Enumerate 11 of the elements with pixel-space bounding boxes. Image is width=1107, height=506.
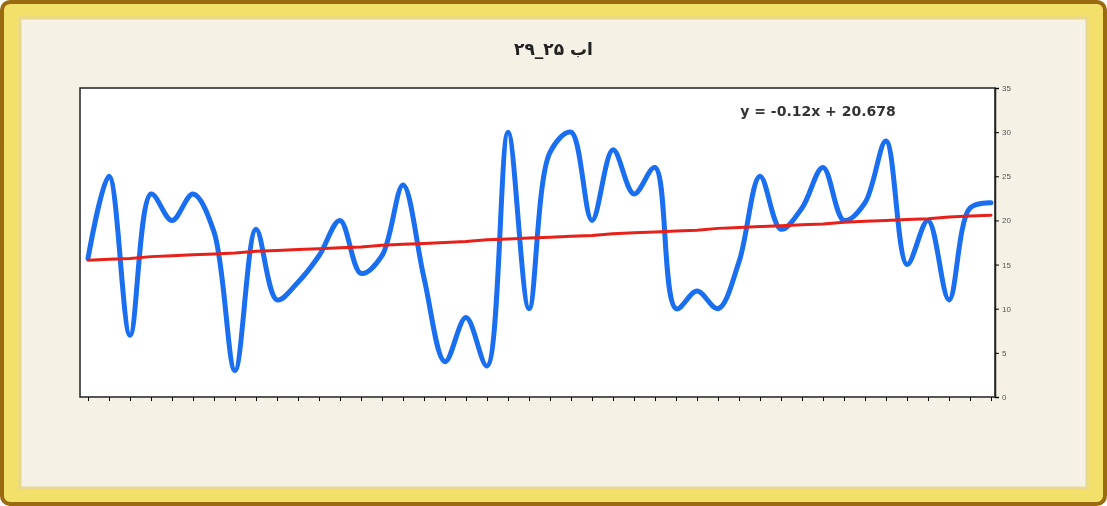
line-series xyxy=(86,213,993,262)
y-tick-label: 5 xyxy=(1002,348,1007,358)
y-tick-label: 20 xyxy=(1002,216,1012,226)
y-tick-label: 15 xyxy=(1002,260,1012,270)
chart-title: اب ۲۵_۲۹ xyxy=(514,39,593,59)
y-tick-label: 30 xyxy=(1002,128,1012,138)
y-tick-label: 10 xyxy=(1002,304,1012,314)
y-tick-label: 0 xyxy=(1002,393,1007,403)
y-tick-label: 35 xyxy=(1002,84,1012,94)
y-tick-label: 25 xyxy=(1002,172,1012,182)
annotation: y = -0.12x + 20.678 xyxy=(740,103,896,119)
